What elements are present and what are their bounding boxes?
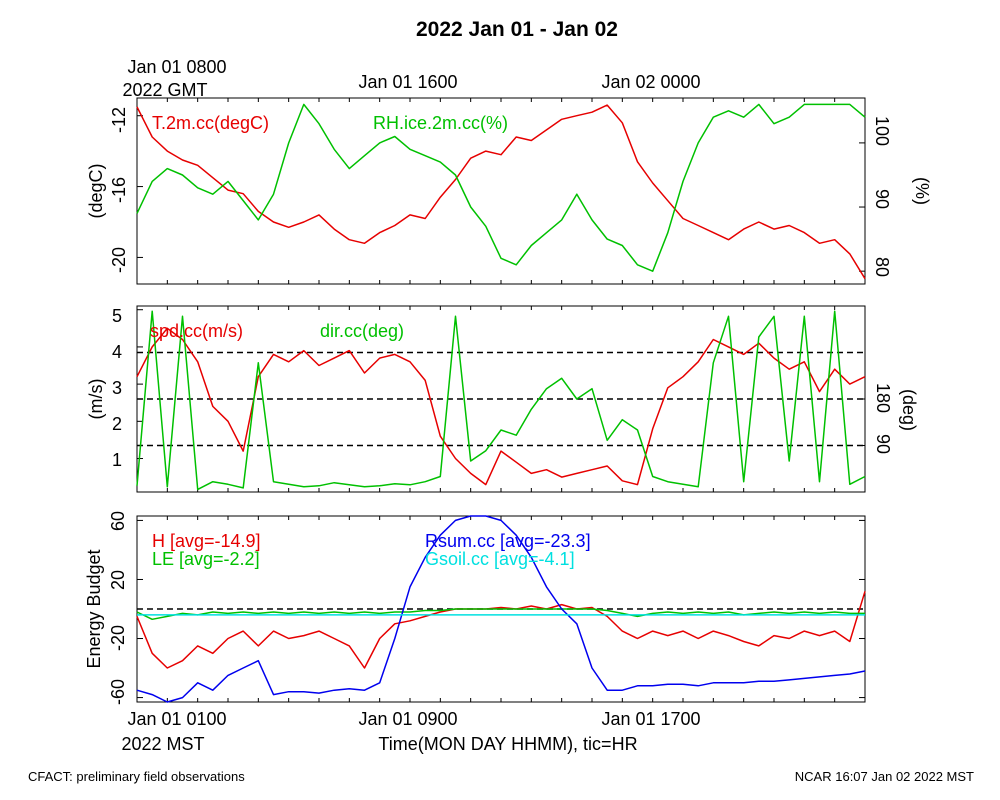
series-line-dir-cc-deg — [136, 310, 866, 491]
panel-3-tick-1: 60 — [108, 511, 128, 531]
panel-energy-budget: Energy Budget 60 20 -20 -60 H [avg=-14.9… — [84, 511, 866, 705]
panel-2-left-tick-5: 5 — [112, 306, 122, 326]
panel-3-tick-4: -60 — [108, 679, 128, 705]
footer-right: NCAR 16:07 Jan 02 2022 MST — [795, 769, 974, 784]
panel-2-right-tick-1: 90 — [873, 434, 893, 454]
panel-1-right-tick-1: 80 — [872, 257, 892, 277]
series-line-h — [136, 591, 866, 669]
footer-left: CFACT: preliminary field observations — [28, 769, 245, 784]
legend-humidity: RH.ice.2m.cc(%) — [373, 113, 508, 133]
panel-wind: (m/s) (deg) 1 2 3 4 5 90 180 spd.cc(m/s)… — [86, 305, 919, 493]
series-line-t-2m-cc-degc — [136, 104, 866, 280]
panel-1-series — [136, 103, 866, 280]
top-time-label-3: Jan 02 0000 — [601, 72, 700, 92]
panel-2-right-tick-2: 180 — [873, 383, 893, 413]
panel-3-series — [136, 515, 866, 703]
panel-2-reference-lines — [137, 351, 865, 447]
panel-1-left-tick-3: -20 — [109, 247, 129, 273]
series-line-rh-ice-2m-cc — [136, 103, 866, 272]
legend-wind-speed: spd.cc(m/s) — [150, 321, 243, 341]
chart-title: 2022 Jan 01 - Jan 02 — [416, 18, 618, 41]
panel-2-left-tick-2: 2 — [112, 414, 122, 434]
x-axis-label: Time(MON DAY HHMM), tic=HR — [378, 734, 637, 754]
top-time-label-1: Jan 01 0800 — [127, 57, 226, 77]
panel-2-right-axis-label: (deg) — [899, 389, 919, 431]
legend-soil-heat: Gsoil.cc [avg=-4.1] — [425, 549, 575, 569]
top-time-label-2: Jan 01 1600 — [358, 72, 457, 92]
legend-wind-direction: dir.cc(deg) — [320, 321, 404, 341]
panel-3-tick-2: 20 — [108, 570, 128, 590]
legend-latent-heat: LE [avg=-2.2] — [152, 549, 260, 569]
panel-2-left-tick-4: 4 — [112, 342, 122, 362]
bottom-time-label-1: Jan 01 0100 — [127, 709, 226, 729]
panel-2-left-tick-1: 1 — [112, 450, 122, 470]
panel-1-right-tick-2: 90 — [872, 189, 892, 209]
panel-3-ticks — [136, 516, 866, 702]
panel-1-left-axis-label: (degC) — [86, 163, 106, 218]
panel-2-series — [136, 310, 866, 491]
series-line-rsum-cc — [136, 515, 866, 703]
legend-temperature: T.2m.cc(degC) — [152, 113, 269, 133]
series-line-spd-cc-m-s — [136, 327, 866, 486]
bottom-time-unit: 2022 MST — [121, 734, 204, 754]
bottom-time-label-2: Jan 01 0900 — [358, 709, 457, 729]
panel-1-right-axis-label: (%) — [912, 177, 932, 205]
panel-3-axis-label: Energy Budget — [84, 549, 104, 668]
panel-3-tick-3: -20 — [108, 625, 128, 651]
panel-2-ticks — [136, 306, 866, 492]
panel-2-left-tick-3: 3 — [112, 378, 122, 398]
panel-1-left-tick-2: -16 — [109, 177, 129, 203]
panel-1-ticks — [136, 98, 866, 284]
panel-temperature-humidity: (degC) (%) -12 -16 -20 80 90 100 T.2m.cc… — [86, 97, 932, 285]
panel-2-left-axis-label: (m/s) — [86, 379, 106, 420]
top-time-unit: 2022 GMT — [122, 80, 207, 100]
panel-1-left-tick-1: -12 — [109, 107, 129, 133]
legend-radiation-sum: Rsum.cc [avg=-23.3] — [425, 531, 591, 551]
legend-sensible-heat: H [avg=-14.9] — [152, 531, 261, 551]
panel-1-right-tick-3: 100 — [872, 116, 892, 146]
bottom-time-label-3: Jan 01 1700 — [601, 709, 700, 729]
